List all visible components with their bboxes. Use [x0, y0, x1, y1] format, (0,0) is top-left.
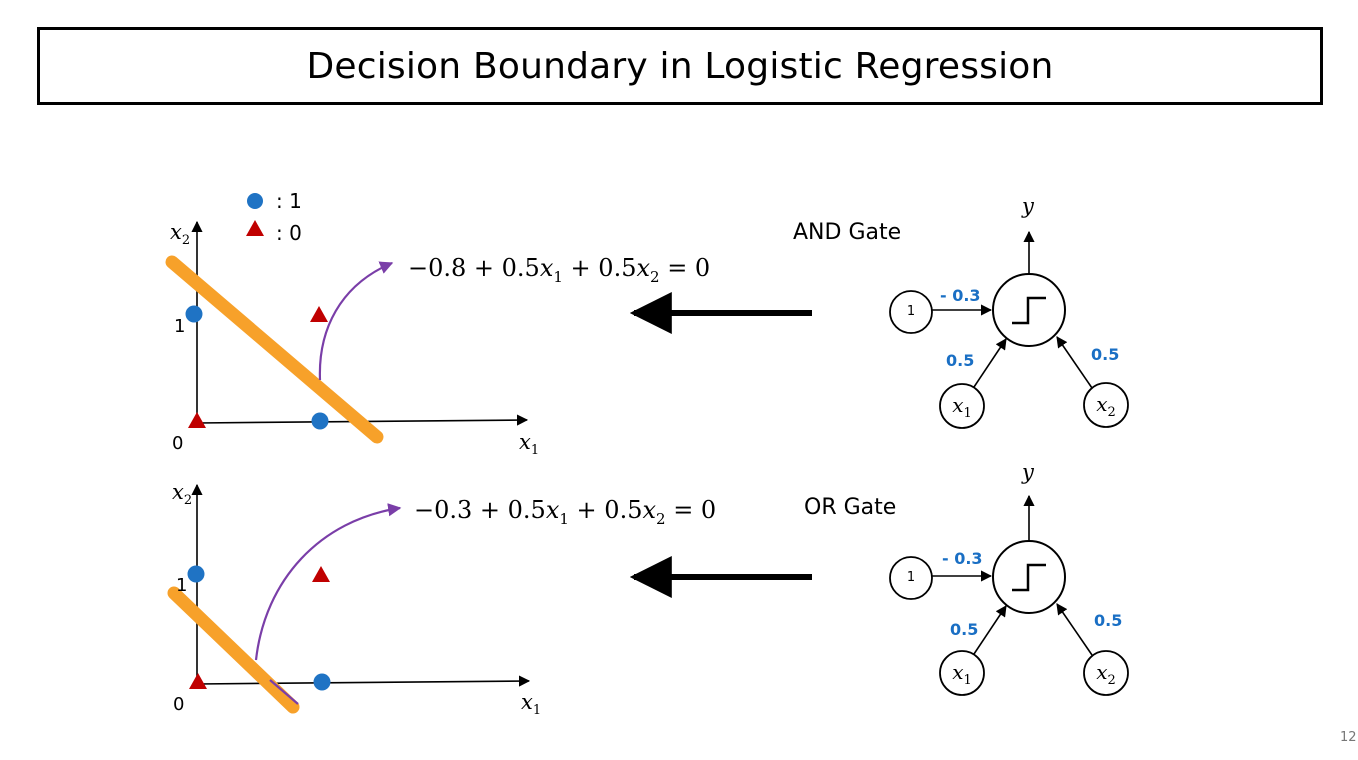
and-x-axis-label: x1	[519, 430, 540, 459]
or-decision-boundary	[167, 586, 300, 714]
or-point-1-0	[313, 673, 331, 691]
and-gate-label: AND Gate	[793, 220, 902, 245]
and-point-0-0	[188, 412, 206, 428]
and-decision-boundary	[165, 255, 384, 444]
or-perceptron	[889, 494, 1129, 696]
step-function-icon	[1012, 563, 1046, 592]
page-number: 12	[1340, 730, 1357, 745]
and-bias-node-label: 1	[906, 304, 916, 319]
or-point-1-1	[312, 566, 330, 582]
or-w1-weight: 0.5	[950, 620, 979, 639]
or-plot	[167, 483, 531, 714]
legend-triangle-marker	[246, 220, 264, 236]
or-tick-one: 1	[176, 575, 188, 596]
or-x-axis-label: x1	[521, 690, 542, 719]
or-point-0-0	[189, 673, 207, 689]
or-bias-node	[889, 556, 933, 600]
or-x1-node-label: x1	[952, 660, 972, 688]
and-y-axis-label: x2	[170, 220, 191, 249]
legend-label-class-0: : 0	[276, 221, 302, 245]
or-boundary-equation: −0.3 + 0.5x1 + 0.5x2 = 0	[414, 496, 717, 528]
and-tick-one: 1	[174, 316, 186, 337]
and-plot	[165, 220, 529, 444]
and-x1-node	[939, 383, 985, 429]
and-bias-weight: - 0.3	[940, 286, 981, 305]
slide-title: Decision Boundary in Logistic Regression	[306, 45, 1054, 87]
and-x2-node-label: x2	[1096, 392, 1116, 420]
or-x2-node	[1083, 650, 1129, 696]
or-y-axis-label: x2	[172, 480, 193, 509]
and-boundary-equation: −0.8 + 0.5x1 + 0.5x2 = 0	[408, 254, 711, 286]
and-x1-node-label: x1	[952, 393, 972, 421]
and-origin-label: 0	[172, 433, 184, 454]
or-x2-node-label: x2	[1096, 660, 1116, 688]
or-x1-edge	[973, 605, 1007, 655]
or-x-axis	[196, 675, 531, 687]
and-w2-weight: 0.5	[1091, 345, 1120, 364]
or-gate-label: OR Gate	[804, 495, 897, 520]
and-output-label: y	[1022, 194, 1034, 218]
or-annotation-arrow	[254, 503, 402, 661]
or-point-0-1	[187, 565, 205, 583]
or-x2-edge	[1056, 603, 1093, 656]
and-bias-node	[889, 290, 933, 334]
or-bias-weight: - 0.3	[942, 549, 983, 568]
and-annotation-arrow	[318, 261, 394, 381]
or-output-label: y	[1022, 460, 1034, 484]
and-w1-weight: 0.5	[946, 351, 975, 370]
legend-label-class-1: : 1	[276, 189, 302, 213]
or-origin-label: 0	[173, 694, 185, 715]
and-x2-edge	[1056, 336, 1093, 389]
or-x1-node	[939, 650, 985, 696]
or-bias-node-label: 1	[906, 570, 916, 585]
legend-circle-marker	[247, 193, 263, 209]
and-x2-node	[1083, 382, 1129, 428]
and-point-0-1	[185, 305, 203, 323]
or-annotation-tail	[269, 679, 299, 705]
and-point-1-1	[310, 306, 328, 322]
and-perceptron	[889, 230, 1129, 429]
and-x1-edge	[973, 338, 1007, 388]
step-function-icon	[1012, 296, 1046, 325]
or-w2-weight: 0.5	[1094, 611, 1123, 630]
and-point-1-0	[311, 412, 329, 430]
title-box: Decision Boundary in Logistic Regression	[37, 27, 1323, 105]
